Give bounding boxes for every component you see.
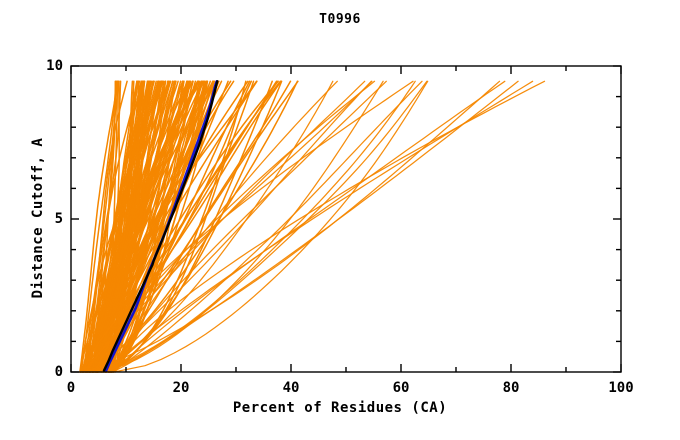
x-tick-label-40: 40	[282, 380, 300, 396]
x-tick-label-100: 100	[608, 380, 634, 396]
highlighted-curve-black	[102, 80, 219, 372]
axis-frame	[70, 65, 622, 373]
x-axis-label: Percent of Residues (CA)	[232, 400, 448, 416]
page-title: T0996	[319, 12, 361, 27]
x-tick-label-60: 60	[392, 380, 410, 396]
y-tick-label-10: 10	[46, 58, 63, 74]
x-tick-label-20: 20	[172, 380, 190, 396]
x-tick-label-80: 80	[502, 380, 520, 396]
x-tick-label-0: 0	[66, 380, 76, 396]
y-tick-label-0: 0	[54, 364, 63, 380]
orange-curve-group	[79, 80, 546, 373]
y-tick-label-5: 5	[54, 211, 63, 227]
